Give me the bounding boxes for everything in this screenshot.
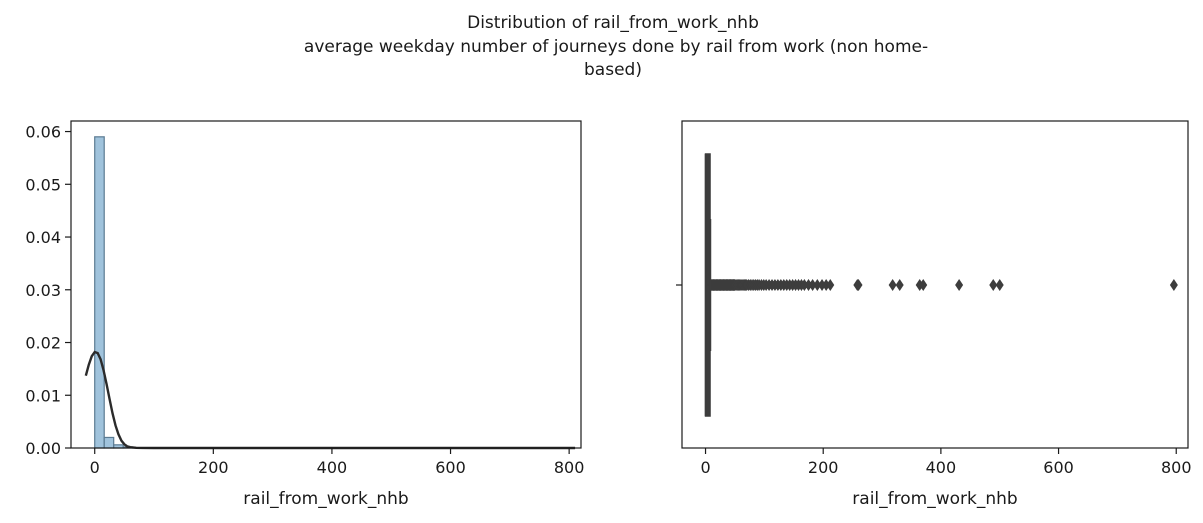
- boxplot-outlier-80: [826, 279, 835, 291]
- boxplot-outlier-78: [818, 279, 827, 291]
- histogram-axes-frame: [70, 120, 582, 449]
- histogram-y-tick-label-0: 0.00: [25, 439, 61, 458]
- histogram-x-axis-label: rail_from_work_nhb: [243, 489, 408, 509]
- histogram-x-tick-label-3: 600: [435, 458, 466, 477]
- histogram-x-tick-label-4: 800: [554, 458, 585, 477]
- boxplot-x-tick-label-2: 400: [926, 458, 957, 477]
- boxplot-outliers: [706, 279, 1178, 291]
- boxplot-outlier-83: [888, 279, 897, 291]
- histogram-x-tick-label-0: 0: [90, 458, 100, 477]
- figure-title-line-3: based): [584, 60, 642, 80]
- histogram-y-tick-label-1: 0.01: [25, 386, 61, 405]
- histogram-y-tick-label-4: 0.04: [25, 228, 61, 247]
- boxplot-outlier-82: [854, 279, 863, 291]
- histogram-bar-0: [94, 136, 105, 449]
- boxplot-x-tick-label-4: 800: [1161, 458, 1192, 477]
- boxplot-outlier-89: [995, 279, 1004, 291]
- figure-title-line-2: average weekday number of journeys done …: [304, 37, 928, 57]
- boxplot-outlier-88: [989, 279, 998, 291]
- boxplot-panel: 0 200 400 600 800 rail_from_work_nhb: [676, 120, 1192, 509]
- boxplot-outlier-79: [822, 279, 831, 291]
- histogram-y-tick-label-5: 0.05: [25, 175, 61, 194]
- histogram-y-tick-label-3: 0.03: [25, 281, 61, 300]
- histogram-panel: 0 200 400 600 800 0.000.010.020.030.040.050.…: [25, 120, 585, 509]
- boxplot-outlier-76: [808, 279, 817, 291]
- histogram-bar-1: [103, 436, 115, 449]
- boxplot-outlier-75: [804, 279, 813, 291]
- boxplot-x-ticks: 0 200 400 600 800: [700, 448, 1192, 477]
- boxplot-outlier-90: [1169, 279, 1178, 291]
- histogram-y-tick-label-2: 0.02: [25, 334, 61, 353]
- boxplot-x-tick-label-3: 600: [1043, 458, 1074, 477]
- kde-curve: [84, 350, 576, 450]
- histogram-y-tick-label-6: 0.06: [25, 123, 61, 142]
- histogram-x-tick-label-1: 200: [198, 458, 229, 477]
- boxplot-x-tick-label-1: 200: [808, 458, 839, 477]
- boxplot-box: [704, 153, 712, 417]
- histogram-bars: [94, 136, 134, 449]
- figure-title-line-1: Distribution of rail_from_work_nhb: [467, 13, 759, 33]
- boxplot-outlier-74: [800, 279, 809, 291]
- histogram-y-ticks: 0.00 0.01 0.02 0.03 0.04 0.05 0.06: [25, 123, 71, 458]
- histogram-x-tick-label-2: 400: [317, 458, 348, 477]
- histogram-x-ticks: 0 200 400 600 800: [90, 448, 585, 477]
- boxplot-x-axis-label: rail_from_work_nhb: [852, 489, 1017, 509]
- boxplot-x-tick-label-0: 0: [700, 458, 710, 477]
- boxplot-outlier-87: [955, 279, 964, 291]
- boxplot-outlier-86: [919, 279, 928, 291]
- boxplot-outlier-84: [895, 279, 904, 291]
- boxplot-outlier-77: [813, 279, 822, 291]
